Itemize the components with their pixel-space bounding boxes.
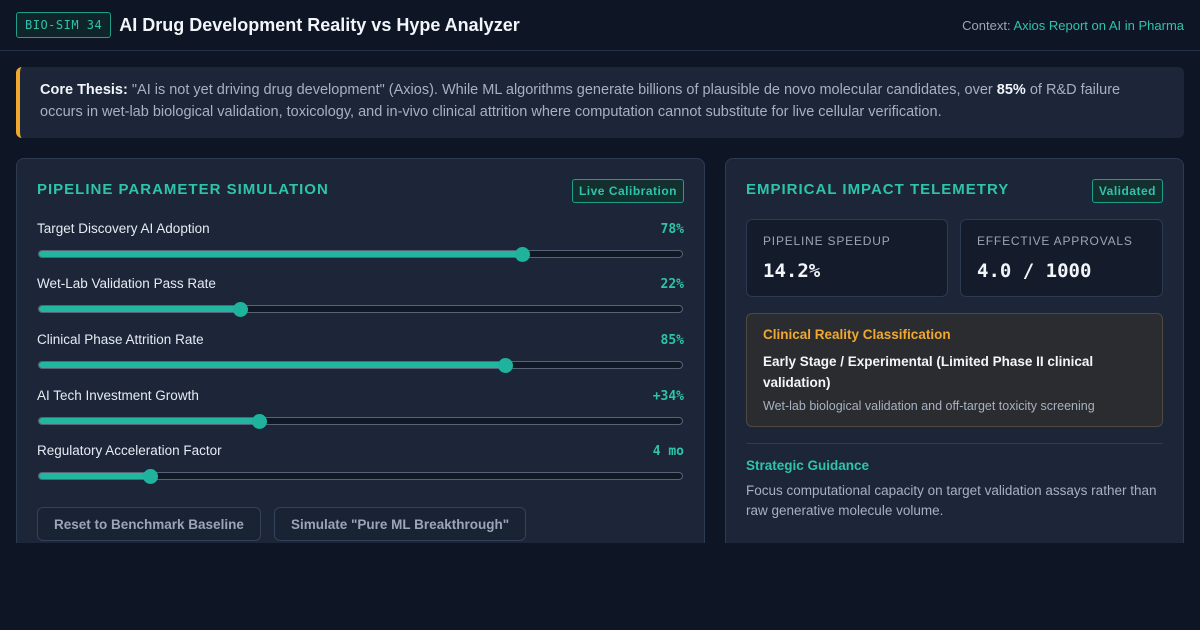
slider-thumb[interactable] <box>515 246 531 262</box>
slider-value: 85% <box>660 333 684 348</box>
core-thesis-banner: Core Thesis: "AI is not yet driving drug… <box>16 67 1184 138</box>
simulate-breakthrough-button[interactable]: Simulate "Pure ML Breakthrough" <box>274 507 527 541</box>
slider-investment-growth: AI Tech Investment Growth +34% <box>37 388 684 438</box>
thesis-text-before: "AI is not yet driving drug development"… <box>127 82 997 98</box>
simulation-title: Pipeline Parameter Simulation <box>37 181 329 198</box>
divider <box>746 443 1163 444</box>
simulation-panel: Pipeline Parameter Simulation Live Calib… <box>16 158 705 558</box>
metric-value: 14.2% <box>763 260 821 282</box>
classification-description: Wet-lab biological validation and off-ta… <box>763 399 1095 413</box>
slider-fill <box>39 473 151 479</box>
metric-value: 4.0 / 1000 <box>977 260 1092 282</box>
slider-label: Wet-Lab Validation Pass Rate <box>37 276 216 291</box>
slider-fill <box>39 251 523 257</box>
context-info: Context: Axios Report on AI in Pharma <box>962 18 1184 33</box>
slider-thumb[interactable] <box>232 301 248 317</box>
slider-thumb[interactable] <box>497 357 513 373</box>
slider-track[interactable] <box>38 246 683 262</box>
thesis-text-after: of R&D failure occurs in wet-lab biologi… <box>40 82 1121 120</box>
context-link[interactable]: Axios Report on AI in Pharma <box>1013 17 1184 33</box>
sim-badge: BIO-SIM 34 <box>16 12 112 38</box>
strategic-guidance-title: Strategic Guidance <box>746 458 870 473</box>
slider-clinical-attrition: Clinical Phase Attrition Rate 85% <box>37 332 684 382</box>
slider-regulatory-acceleration: Regulatory Acceleration Factor 4 mo <box>37 443 684 493</box>
slider-ai-adoption: Target Discovery AI Adoption 78% <box>37 221 684 271</box>
slider-fill <box>39 418 260 424</box>
thesis-label: Core Thesis: <box>40 82 128 98</box>
slider-thumb[interactable] <box>252 413 268 429</box>
thesis-highlight: 85% <box>996 82 1026 98</box>
slider-label: Clinical Phase Attrition Rate <box>37 332 204 347</box>
classification-headline: Early Stage / Experimental (Limited Phas… <box>763 354 1094 390</box>
telemetry-panel: Empirical Impact Telemetry Validated Pip… <box>725 158 1184 558</box>
metric-effective-approvals: Effective Approvals 4.0 / 1000 <box>960 219 1163 297</box>
strategic-guidance-text: Focus computational capacity on target v… <box>746 483 1157 518</box>
slider-wetlab-pass-rate: Wet-Lab Validation Pass Rate 22% <box>37 276 684 326</box>
slider-value: +34% <box>652 389 684 404</box>
slider-track[interactable] <box>38 357 683 373</box>
slider-track[interactable] <box>38 301 683 317</box>
slider-fill <box>39 306 241 312</box>
app-title: AI Drug Development Reality vs Hype Anal… <box>119 14 520 35</box>
slider-fill <box>39 362 506 368</box>
reset-baseline-button[interactable]: Reset to Benchmark Baseline <box>37 507 261 541</box>
metric-label: Pipeline Speedup <box>763 234 891 248</box>
live-calibration-tag: Live Calibration <box>571 179 684 203</box>
app-header: BIO-SIM 34 AI Drug Development Reality v… <box>0 0 1200 51</box>
slider-value: 22% <box>660 277 684 292</box>
clinical-classification-card: Clinical Reality Classification Early St… <box>746 313 1163 427</box>
context-label: Context: <box>962 17 1014 33</box>
slider-value: 78% <box>660 222 684 237</box>
classification-title: Clinical Reality Classification <box>763 327 951 342</box>
slider-label: Regulatory Acceleration Factor <box>37 443 222 458</box>
metric-label: Effective Approvals <box>977 234 1133 248</box>
slider-thumb[interactable] <box>142 468 158 484</box>
validated-tag: Validated <box>1091 179 1163 203</box>
telemetry-title: Empirical Impact Telemetry <box>746 181 1010 198</box>
metric-pipeline-speedup: Pipeline Speedup 14.2% <box>746 219 948 297</box>
slider-label: AI Tech Investment Growth <box>37 388 199 403</box>
slider-track[interactable] <box>38 413 683 429</box>
slider-track[interactable] <box>38 468 683 484</box>
slider-value: 4 mo <box>652 444 684 459</box>
slider-label: Target Discovery AI Adoption <box>37 221 210 236</box>
viewport-bottom <box>0 543 1200 630</box>
